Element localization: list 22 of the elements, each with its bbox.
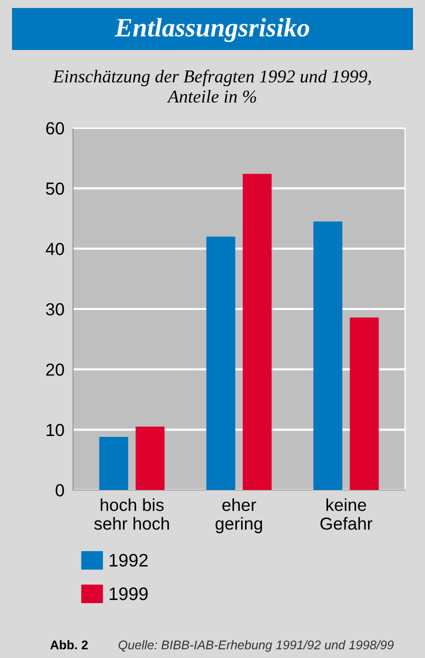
bar [206,236,236,490]
legend-label: 1999 [110,587,148,600]
caption: Abb. 2 [50,640,88,650]
x-tick-label: keine Gefahr [320,498,372,530]
chart-subtitle: Einschätzung der Befragten 1992 und 1999, Anteile in % [52,70,371,103]
bar [136,426,165,490]
bar [313,222,342,490]
x-tick-label: eher gering [216,498,262,534]
x-tick-label: hoch bis sehr hoch [94,498,169,530]
y-tick-label: 40 [46,242,64,256]
y-tick-label: 0 [56,484,64,496]
chart-title: Entlassungsrisiko [114,18,310,42]
bar [99,436,128,490]
y-tick-label: 30 [46,303,64,316]
bar [350,317,379,490]
y-tick-label: 60 [46,122,64,134]
legend-label: 1992 [110,554,148,567]
source-note: Quelle: BIBB-IAB-Erhebung 1991/92 und 1998/99 [118,640,394,652]
bar [242,174,272,490]
y-tick-label: 10 [46,424,64,436]
y-tick-label: 20 [46,364,64,376]
y-tick-label: 50 [46,182,64,195]
